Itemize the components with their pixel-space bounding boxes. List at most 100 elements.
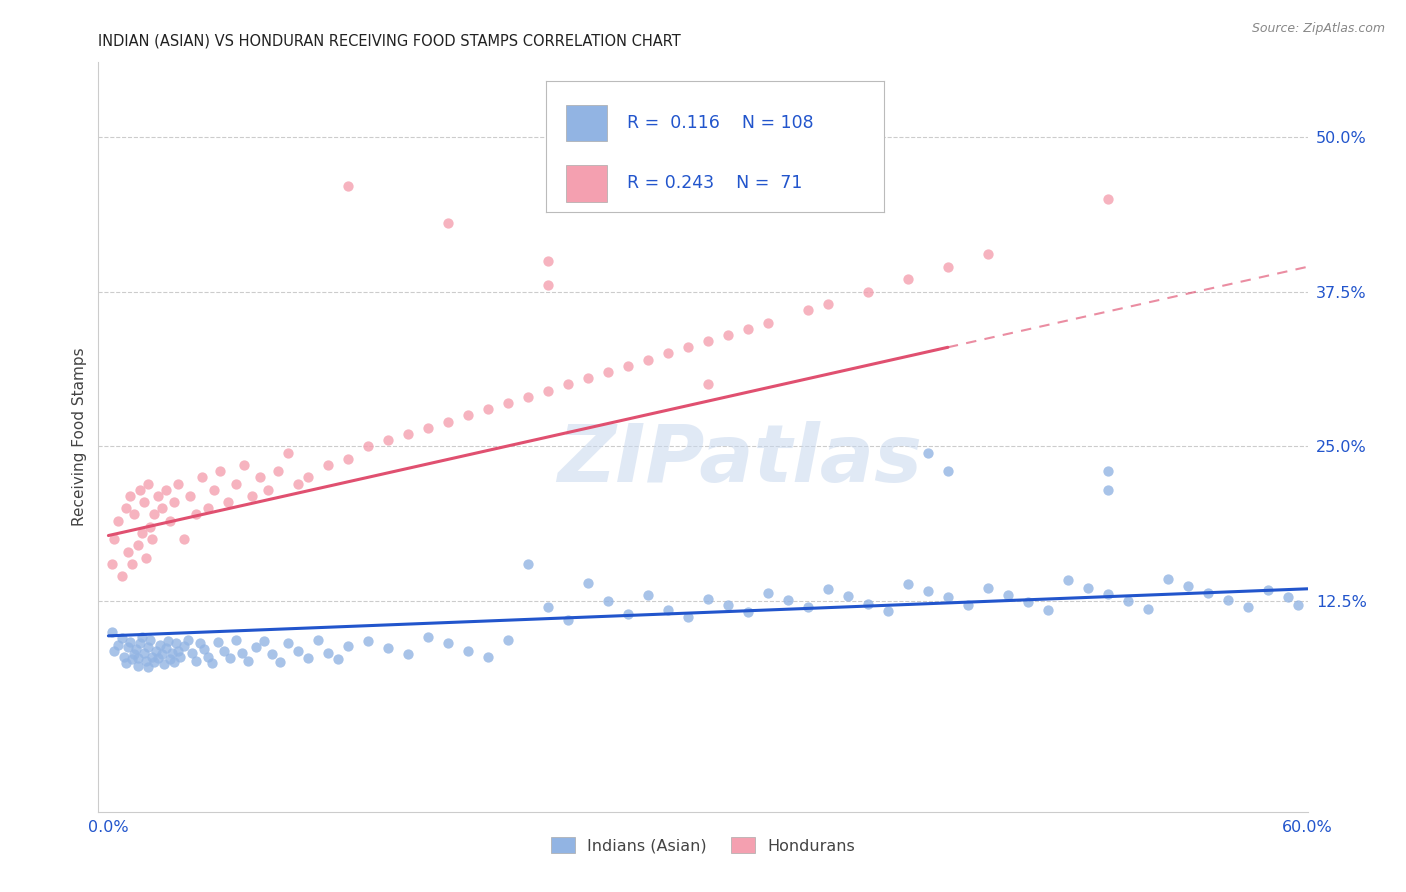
Point [797,303,820,318]
Point [134,646,156,660]
Y-axis label: Receiving Food Stamps: Receiving Food Stamps [72,348,87,526]
Point [111,632,134,646]
Point [101,557,124,571]
Point [717,327,740,342]
Point [129,483,152,497]
Point [148,651,170,665]
Point [457,409,479,423]
Point [997,588,1019,602]
Point [138,476,160,491]
Point [496,632,519,647]
Point [697,334,720,348]
Point [188,636,211,650]
Point [1077,581,1099,595]
Point [103,533,125,547]
Point [817,297,839,311]
Point [496,396,519,410]
Point [977,581,1000,595]
Point [337,451,360,466]
Point [897,577,920,591]
Point [177,632,200,647]
Point [238,654,260,668]
Point [1257,582,1279,597]
Point [135,654,157,668]
Point [1097,483,1119,497]
Point [657,346,679,360]
Point [162,646,184,660]
Point [637,352,659,367]
Point [163,655,186,669]
Point [155,641,177,656]
Point [240,489,263,503]
Point [316,458,339,472]
Point [267,464,290,478]
Point [127,538,149,552]
Point [277,636,299,650]
Point [537,253,560,268]
Point [173,639,195,653]
Point [697,377,720,392]
Point [557,377,579,392]
Point [737,605,759,619]
Point [576,371,599,385]
Point [457,644,479,658]
Point [103,644,125,658]
Point [217,495,239,509]
Point [617,359,640,373]
Point [127,651,149,665]
Point [197,649,219,664]
Point [517,390,540,404]
Point [165,636,187,650]
Point [537,600,560,615]
Point [876,604,898,618]
Point [249,470,271,484]
Point [245,640,267,654]
Point [477,649,499,664]
Point [897,272,920,286]
Point [1056,573,1078,587]
Text: ZIPatlas: ZIPatlas [557,420,922,499]
Point [676,610,699,624]
Point [517,557,540,571]
Point [150,501,173,516]
Point [396,648,419,662]
Point [756,585,779,599]
Point [127,658,149,673]
Point [1097,192,1119,206]
Point [357,439,380,453]
Point [856,285,879,299]
Point [377,641,399,656]
Point [697,591,720,606]
Point [225,632,247,647]
Point [418,630,440,644]
Point [956,598,979,612]
Point [138,640,160,654]
Point [537,278,560,293]
Point [134,495,156,509]
Point [1177,579,1199,593]
Point [124,648,146,662]
Point [191,470,214,484]
Point [557,613,579,627]
Point [101,625,124,640]
Point [1236,600,1258,615]
Point [936,260,959,274]
Point [297,651,319,665]
Point [233,458,256,472]
Point [124,508,146,522]
Point [159,514,181,528]
Point [1216,593,1239,607]
Point [977,247,1000,261]
Point [159,652,181,666]
Point [193,642,215,657]
Point [1156,572,1178,586]
Point [125,642,148,657]
Point [1097,587,1119,601]
Point [201,656,224,670]
Point [138,660,160,674]
Point [163,495,186,509]
Point [141,649,163,664]
Point [357,633,380,648]
Point [131,630,153,644]
Point [328,652,350,666]
